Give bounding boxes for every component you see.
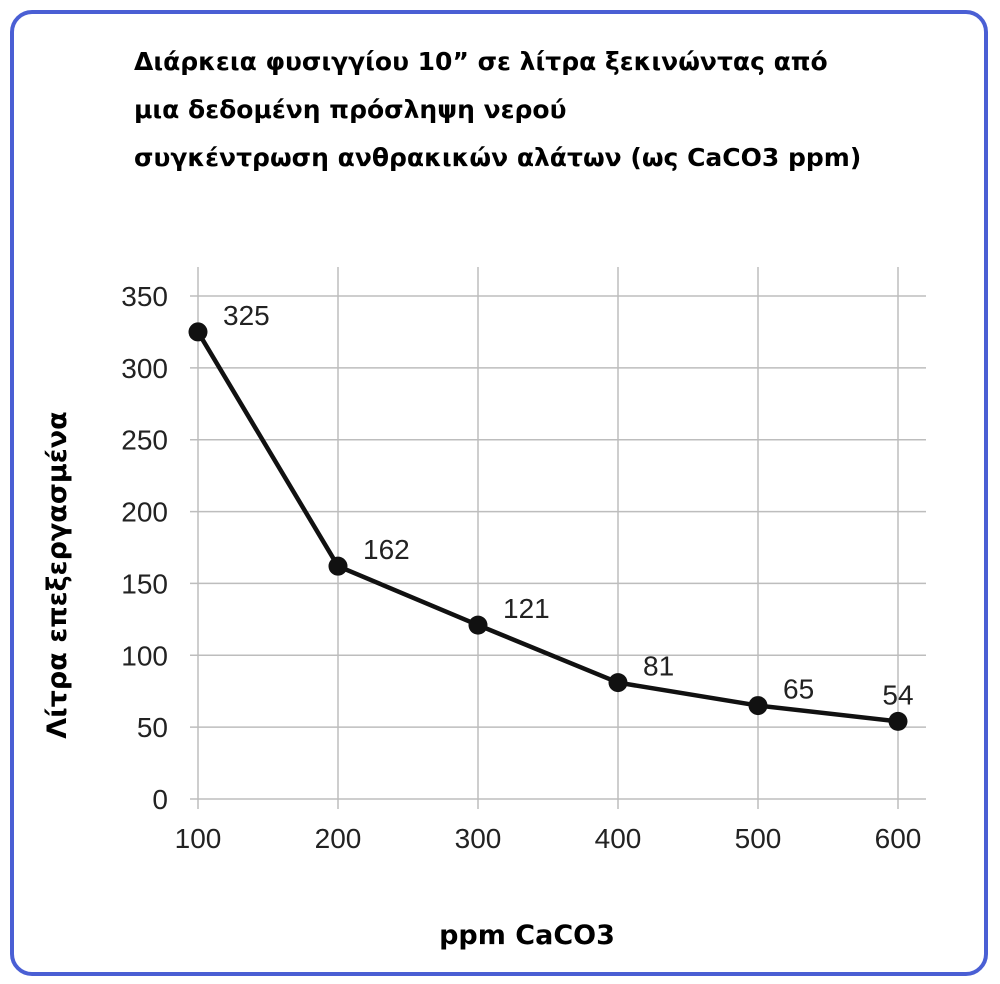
y-tick-label: 0	[152, 784, 168, 815]
chart-title-line-3: συγκέντρωση ανθρακικών αλάτων (ως CaCO3 …	[134, 143, 862, 172]
x-axis-title: ppm CaCO3	[439, 920, 615, 951]
data-point	[188, 322, 208, 342]
data-point	[468, 615, 488, 635]
chart-title: Διάρκεια φυσιγγίου 10” σε λίτρα ξεκινώντ…	[134, 38, 984, 182]
data-label: 325	[223, 300, 270, 331]
y-tick-label: 300	[121, 353, 168, 384]
x-axis-ticks: 100 200 300 400 500 600	[175, 823, 922, 854]
x-tick-label: 600	[875, 823, 922, 854]
y-tick-label: 350	[121, 281, 168, 312]
x-tick-label: 400	[595, 823, 642, 854]
grid	[190, 267, 926, 809]
series-line	[196, 330, 899, 724]
y-tick-label: 200	[121, 497, 168, 528]
x-tick-label: 300	[455, 823, 502, 854]
data-labels: 325 162 121 81 65 54	[223, 300, 914, 710]
series-line-group	[196, 330, 899, 724]
chart-title-line-2: μια δεδομένη πρόσληψη νερού	[134, 95, 567, 124]
y-tick-label: 150	[121, 568, 168, 599]
data-label: 121	[503, 593, 550, 624]
y-tick-label: 250	[121, 425, 168, 456]
data-point	[328, 556, 348, 576]
data-label: 81	[643, 651, 674, 682]
x-tick-label: 500	[735, 823, 782, 854]
y-tick-label: 100	[121, 640, 168, 671]
data-label: 54	[882, 679, 913, 710]
chart-title-line-1: Διάρκεια φυσιγγίου 10” σε λίτρα ξεκινώντ…	[134, 47, 828, 76]
data-point	[608, 673, 628, 693]
y-tick-label: 50	[137, 712, 168, 743]
data-label: 162	[363, 534, 410, 565]
y-axis-title: Λίτρα επεξεργασμένα	[42, 411, 73, 738]
x-tick-label: 100	[175, 823, 222, 854]
x-tick-label: 200	[315, 823, 362, 854]
data-point	[888, 711, 908, 731]
data-point	[748, 696, 768, 716]
data-points	[188, 322, 908, 731]
y-axis-ticks: 0 50 100 150 200 250 300 350	[121, 281, 168, 815]
chart-frame	[10, 10, 988, 976]
data-label: 65	[783, 674, 814, 705]
